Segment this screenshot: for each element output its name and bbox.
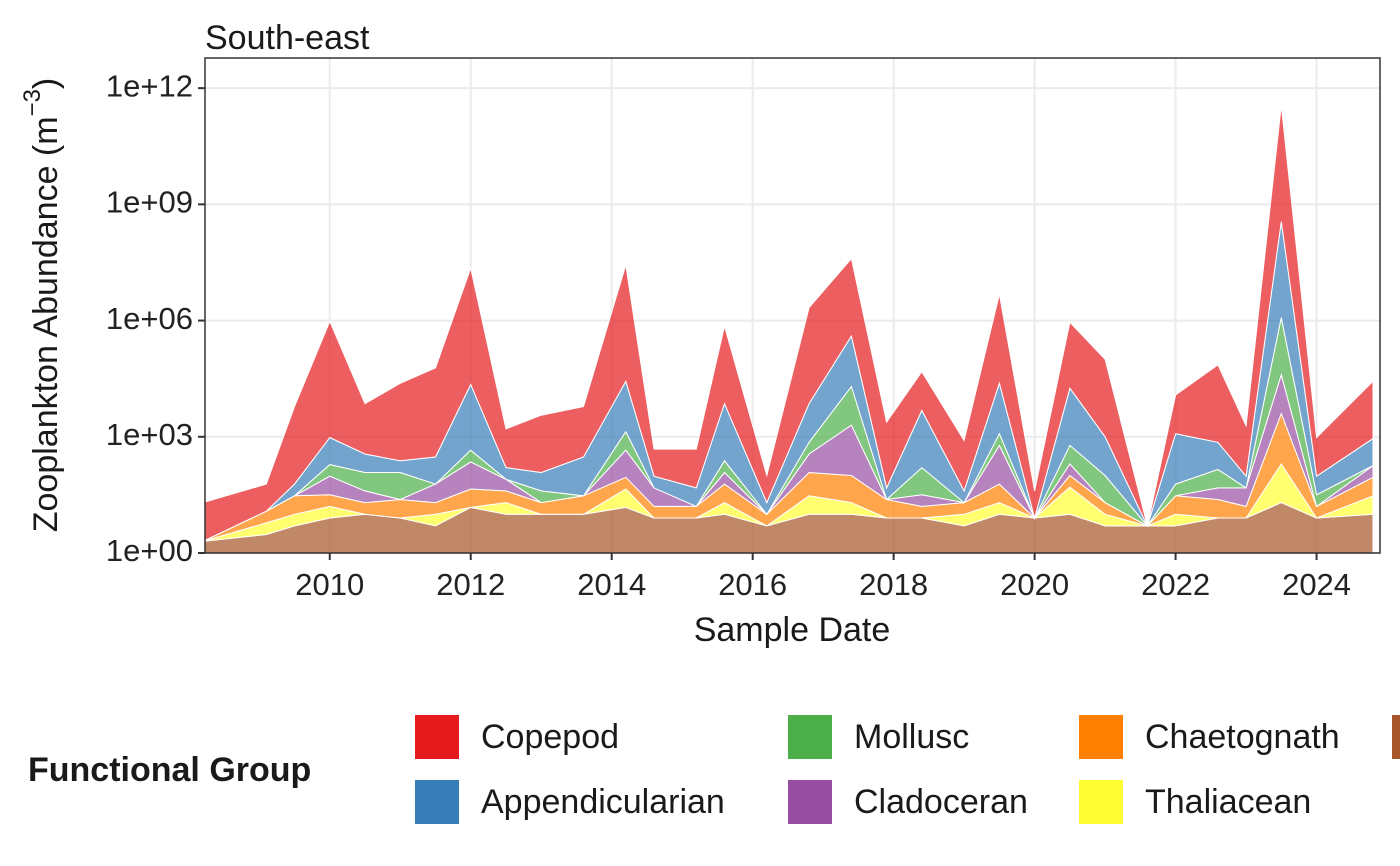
legend-swatch bbox=[415, 780, 459, 824]
y-axis-title-sup: −3 bbox=[19, 89, 46, 116]
legend-swatch bbox=[1079, 715, 1123, 759]
x-tick-label: 2020 bbox=[1000, 567, 1069, 602]
y-axis-title: Zooplankton Abundance (m−3) bbox=[19, 78, 65, 533]
y-tick-label: 1e+00 bbox=[106, 533, 193, 568]
x-tick-label: 2022 bbox=[1141, 567, 1210, 602]
x-axis-title: Sample Date bbox=[694, 611, 891, 649]
legend-swatch bbox=[415, 715, 459, 759]
chart-title: South-east bbox=[205, 19, 370, 57]
legend-label: Thaliacean bbox=[1145, 783, 1311, 821]
legend-label: Copepod bbox=[481, 718, 619, 756]
x-tick-label: 2024 bbox=[1282, 567, 1351, 602]
x-tick-label: 2016 bbox=[718, 567, 787, 602]
x-tick-label: 2010 bbox=[295, 567, 364, 602]
y-axis-title-text: Zooplankton Abundance (m bbox=[27, 116, 65, 532]
y-tick-label: 1e+03 bbox=[106, 417, 193, 452]
y-tick-label: 1e+12 bbox=[106, 68, 193, 103]
areas bbox=[205, 105, 1374, 553]
y-tick-label: 1e+06 bbox=[106, 301, 193, 336]
x-tick-label: 2014 bbox=[577, 567, 646, 602]
area bbox=[205, 105, 1374, 541]
x-tick-label: 2018 bbox=[859, 567, 928, 602]
legend-label: Mollusc bbox=[854, 718, 969, 756]
legend-swatch bbox=[1392, 715, 1400, 759]
y-tick-label: 1e+09 bbox=[106, 185, 193, 220]
legend-swatch bbox=[788, 780, 832, 824]
legend-title: Functional Group bbox=[28, 751, 311, 789]
y-axis-title-suffix: ) bbox=[27, 78, 65, 89]
legend-swatch bbox=[1079, 780, 1123, 824]
legend-label: Appendicularian bbox=[481, 783, 725, 821]
legend-label: Chaetognath bbox=[1145, 718, 1340, 756]
x-tick-label: 2012 bbox=[436, 567, 505, 602]
plot-border bbox=[204, 57, 1381, 554]
legend-swatch bbox=[788, 715, 832, 759]
legend-label: Cladoceran bbox=[854, 783, 1028, 821]
